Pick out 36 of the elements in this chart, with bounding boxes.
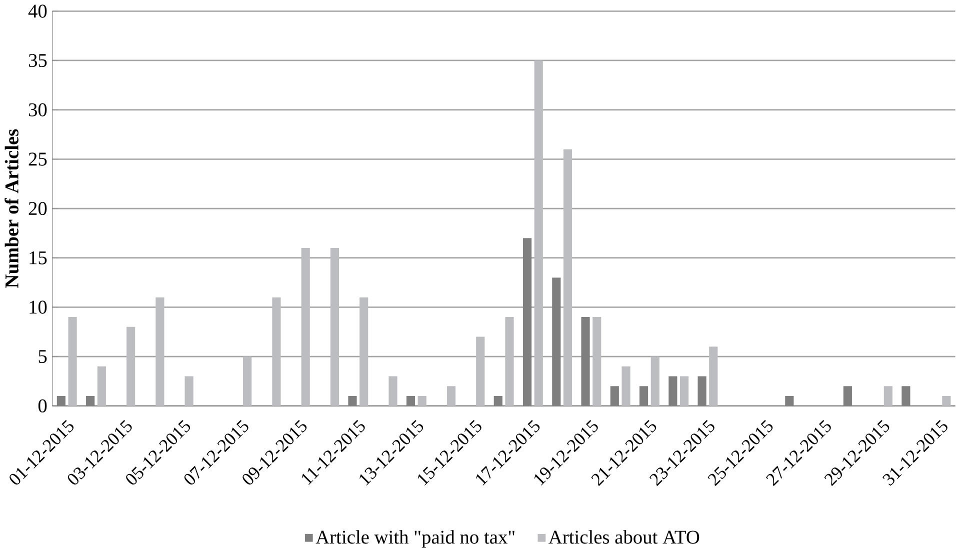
y-tick-label: 30 <box>28 103 47 116</box>
y-tick-label: 5 <box>38 350 47 363</box>
bar <box>942 396 951 406</box>
bar <box>388 376 398 406</box>
bar <box>534 60 543 406</box>
bar <box>184 376 194 406</box>
bar <box>446 386 456 406</box>
y-tick-label: 20 <box>28 202 47 215</box>
bar <box>622 366 630 406</box>
bar <box>505 316 514 406</box>
bar <box>476 336 485 406</box>
y-tick-label: 25 <box>28 152 47 166</box>
bar <box>156 297 164 406</box>
bar <box>330 248 340 406</box>
y-tick-label: 10 <box>30 300 47 314</box>
bar <box>884 386 892 406</box>
bar <box>301 248 310 406</box>
bar <box>97 366 106 406</box>
bar <box>680 376 689 406</box>
bar <box>272 297 281 406</box>
y-tick-label: 0 <box>38 399 47 412</box>
bar <box>418 396 426 406</box>
bar <box>709 346 718 406</box>
legend-label: Articles about ATO <box>548 530 700 544</box>
bar <box>68 316 77 406</box>
bar <box>563 149 572 406</box>
y-tick-label: 15 <box>30 251 47 264</box>
bar <box>243 356 252 406</box>
y-tick-label: 35 <box>28 54 47 67</box>
y-tick-label: 40 <box>28 4 47 18</box>
bar <box>592 316 602 406</box>
y-axis-title: Number of Articles <box>4 129 19 288</box>
bar <box>360 297 368 406</box>
bar <box>126 326 136 406</box>
legend-label: Article with "paid no tax" <box>316 530 514 548</box>
bar <box>650 356 660 406</box>
